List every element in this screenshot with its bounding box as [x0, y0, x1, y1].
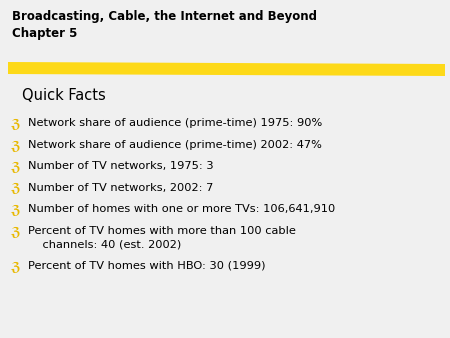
Text: ℨ: ℨ: [10, 261, 20, 274]
Text: Broadcasting, Cable, the Internet and Beyond
Chapter 5: Broadcasting, Cable, the Internet and Be…: [12, 10, 317, 40]
Text: Network share of audience (prime-time) 2002: 47%: Network share of audience (prime-time) 2…: [28, 140, 322, 149]
Text: Percent of TV homes with more than 100 cable: Percent of TV homes with more than 100 c…: [28, 225, 296, 236]
Text: ℨ: ℨ: [10, 140, 20, 152]
Text: Number of TV networks, 2002: 7: Number of TV networks, 2002: 7: [28, 183, 213, 193]
Text: Number of TV networks, 1975: 3: Number of TV networks, 1975: 3: [28, 161, 214, 171]
Text: ℨ: ℨ: [10, 118, 20, 131]
Text: ℨ: ℨ: [10, 225, 20, 239]
Text: Quick Facts: Quick Facts: [22, 88, 106, 103]
Text: channels: 40 (est. 2002): channels: 40 (est. 2002): [28, 240, 181, 249]
Polygon shape: [8, 62, 445, 76]
Text: ℨ: ℨ: [10, 161, 20, 174]
Text: Percent of TV homes with HBO: 30 (1999): Percent of TV homes with HBO: 30 (1999): [28, 261, 266, 271]
Text: Network share of audience (prime-time) 1975: 90%: Network share of audience (prime-time) 1…: [28, 118, 322, 128]
Text: Number of homes with one or more TVs: 106,641,910: Number of homes with one or more TVs: 10…: [28, 204, 335, 214]
Text: ℨ: ℨ: [10, 204, 20, 217]
Text: ℨ: ℨ: [10, 183, 20, 195]
